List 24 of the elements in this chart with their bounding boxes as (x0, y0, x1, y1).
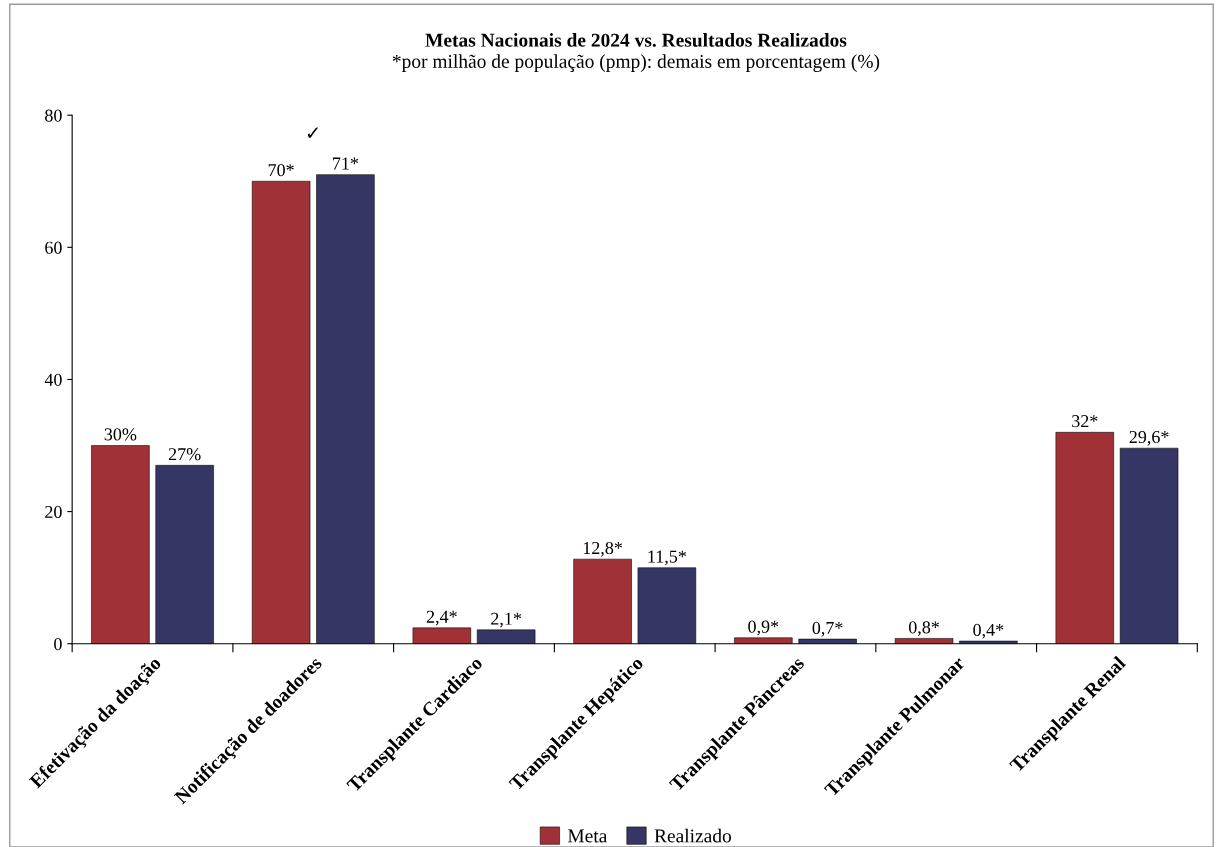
data-label: 70* (268, 164, 294, 177)
y-tick-label: 80 (45, 109, 62, 122)
y-tick-label: 40 (44, 373, 62, 386)
chart-title: Metas Nacionais de 2024 vs. Resultados Realizados (425, 33, 847, 47)
y-tick-label: 0 (54, 637, 62, 651)
data-label: 27% (168, 448, 201, 461)
annotation: ✓ (307, 127, 318, 138)
data-label: 71* (333, 157, 359, 170)
data-label: 0,8* (908, 621, 939, 636)
y-tick-label: 20 (45, 505, 62, 519)
data-label: 0,4* (973, 623, 1004, 639)
data-label: 0,9* (748, 620, 779, 636)
data-label: 12,8* (583, 541, 623, 557)
data-label: 30% (104, 428, 137, 441)
chart-subtitle: *por milhão de população (pmp): demais em porcentagem (%) (392, 54, 880, 72)
legend-label: Realizado (654, 828, 732, 843)
data-label: 0,7* (812, 621, 843, 637)
data-label: 11,5* (648, 550, 686, 566)
data-label: 32* (1072, 415, 1098, 428)
y-tick-label: 60 (45, 241, 62, 254)
data-label: 29,6* (1129, 430, 1169, 446)
data-label: 2,1* (491, 612, 522, 628)
legend-label: Meta (567, 829, 608, 843)
data-label: 2,4* (426, 610, 457, 626)
